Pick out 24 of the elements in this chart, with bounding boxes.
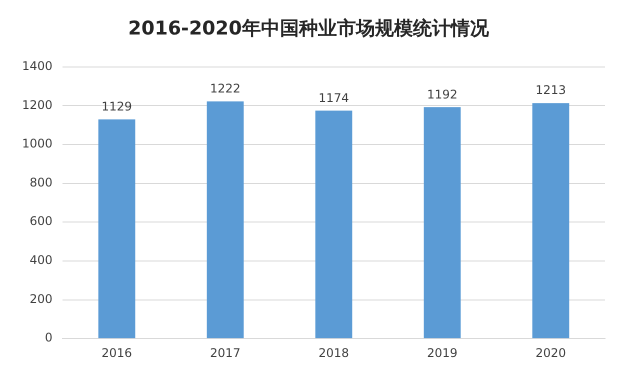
data-label: 1222 <box>210 81 241 96</box>
data-label: 1192 <box>426 87 458 102</box>
y-tick-label: 600 <box>30 214 53 228</box>
bar <box>315 110 352 338</box>
bar <box>98 119 136 338</box>
y-tick-label: 1400 <box>22 58 53 73</box>
x-tick-label: 2016 <box>102 346 132 360</box>
y-tick-label: 800 <box>30 175 53 190</box>
data-label: 1129 <box>102 100 132 114</box>
bar <box>424 107 461 338</box>
data-label: 1213 <box>535 83 566 98</box>
x-tick-label: 2018 <box>318 346 350 360</box>
bar <box>206 101 244 338</box>
y-tick-label: 200 <box>30 292 53 306</box>
data-label: 1174 <box>318 90 350 105</box>
y-tick-label: 1200 <box>22 98 53 112</box>
y-tick-label: 400 <box>30 253 53 268</box>
y-tick-label: 0 <box>44 330 53 345</box>
x-tick-label: 2017 <box>210 346 241 360</box>
x-tick-label: 2020 <box>535 346 566 360</box>
x-tick-label: 2019 <box>426 346 458 360</box>
y-tick-label: 1000 <box>22 136 53 151</box>
bar <box>532 103 570 338</box>
chart-title: 2016-2020年中国种业市场规模统计情况 <box>128 17 490 40</box>
